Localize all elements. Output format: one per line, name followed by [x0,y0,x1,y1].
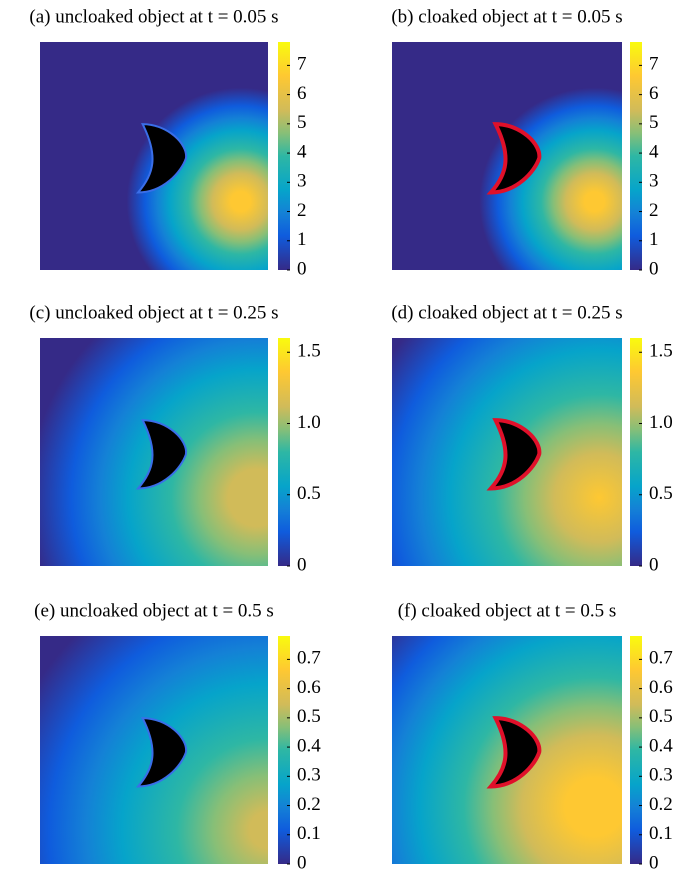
colorbar-tick-label: 5 [649,112,659,133]
colorbar-tick-label: 2 [649,200,659,221]
colorbar-tick-label: 0.2 [297,794,321,815]
colorbar-tick-label: 1.5 [649,341,673,362]
colorbar-tick-label: 0.5 [649,706,673,727]
colorbar-tick-label: 0 [649,852,659,873]
object [135,123,187,194]
colorbar-tick-label: 0.1 [649,823,673,844]
colorbar-tick-label: 0.5 [297,706,321,727]
colorbar-tick-label: 0.3 [649,765,673,786]
colorbar-tick-label: 0 [297,554,307,575]
colorbar-tick-label: 6 [649,83,659,104]
colorbar [630,338,642,566]
colorbar-tick-label: 0 [297,852,307,873]
colorbar-tick-label: 1.5 [297,341,321,362]
object [135,419,187,490]
object [135,717,187,788]
colorbar [278,636,290,864]
colorbar-tick-label: 0.6 [297,677,321,698]
colorbar-tick-label: 6 [297,83,307,104]
panel-title: (b) cloaked object at t = 0.05 s [391,6,622,27]
colorbar-tick-label: 0.4 [649,735,673,756]
colorbar-tick-label: 0.6 [649,677,673,698]
object [486,122,542,195]
colorbar-tick-label: 3 [297,171,307,192]
colorbar-tick-label: 4 [297,141,307,162]
colorbar-tick-label: 0.5 [649,483,673,504]
colorbar-tick-label: 1 [297,229,307,250]
colorbar-tick-label: 0.3 [297,765,321,786]
object [486,716,542,789]
colorbar [630,636,642,864]
object [486,418,542,491]
colorbar-tick-label: 0.5 [297,483,321,504]
panel-title: (c) uncloaked object at t = 0.25 s [29,302,278,323]
panel-title: (e) uncloaked object at t = 0.5 s [34,600,274,621]
colorbar [630,42,642,270]
colorbar-tick-label: 0.7 [649,648,673,669]
colorbar [278,338,290,566]
colorbar-tick-label: 0.2 [649,794,673,815]
colorbar-tick-label: 1.0 [297,412,321,433]
panel-title: (d) cloaked object at t = 0.25 s [391,302,622,323]
colorbar-tick-label: 0.4 [297,735,321,756]
colorbar-tick-label: 5 [297,112,307,133]
colorbar-tick-label: 2 [297,200,307,221]
colorbar-tick-label: 0 [297,258,307,279]
colorbar-tick-label: 0 [649,554,659,575]
panel-title: (a) uncloaked object at t = 0.05 s [29,6,278,27]
colorbar-tick-label: 0 [649,258,659,279]
colorbar-tick-label: 0.1 [297,823,321,844]
colorbar-tick-label: 1.0 [649,412,673,433]
colorbar-tick-label: 7 [649,54,659,75]
colorbar-tick-label: 7 [297,54,307,75]
colorbar [278,42,290,270]
colorbar-tick-label: 1 [649,229,659,250]
colorbar-tick-label: 3 [649,171,659,192]
colorbar-tick-label: 4 [649,141,659,162]
colorbar-tick-label: 0.7 [297,648,321,669]
panel-title: (f) cloaked object at t = 0.5 s [398,600,617,621]
